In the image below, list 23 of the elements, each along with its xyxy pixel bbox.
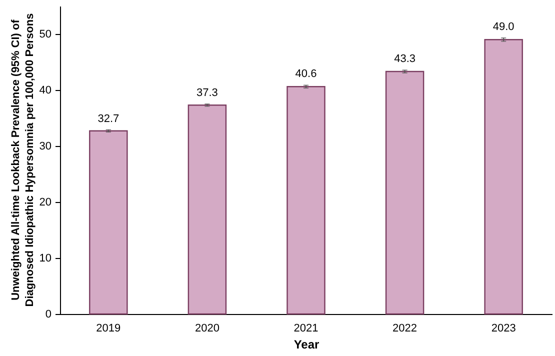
data-label: 49.0 [492, 20, 514, 33]
bar [89, 130, 128, 315]
data-label: 37.3 [196, 87, 218, 99]
x-tick-label: 2019 [96, 322, 121, 334]
y-tick-label: 10 [39, 252, 52, 264]
data-label: 43.3 [394, 53, 416, 66]
y-tick-label: 30 [39, 140, 52, 152]
y-tick-label: 50 [39, 28, 52, 40]
x-tick-label: 2020 [194, 322, 220, 334]
y-tick-label: 0 [45, 308, 52, 320]
data-label: 40.6 [295, 68, 317, 80]
x-tick-label: 2021 [294, 322, 318, 334]
bar [385, 70, 424, 315]
x-axis-title: Year [294, 338, 320, 352]
x-tick-label: 2022 [392, 322, 418, 334]
bar [286, 86, 326, 315]
y-tick-label: 40 [39, 84, 52, 96]
y-tick-label: 20 [39, 196, 52, 208]
y-axis-title: Unweighted All-time Lookback Prevalence (95% CI) of Diagnosed Idiopathic Hypersomnia per 100,000 Persons [10, 13, 36, 307]
bar [484, 39, 523, 315]
x-tick-label: 2023 [491, 322, 516, 334]
data-label: 32.7 [98, 112, 120, 125]
bar [188, 104, 227, 315]
